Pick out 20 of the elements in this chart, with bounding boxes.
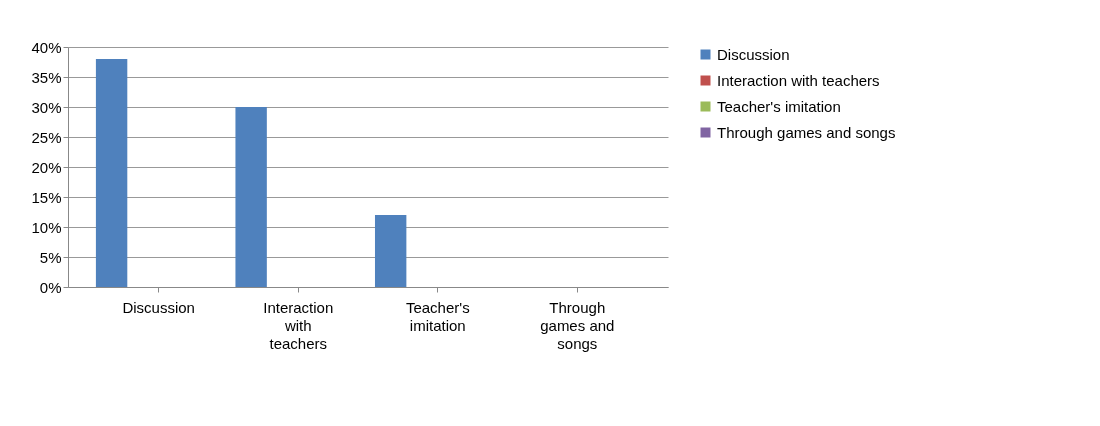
y-tick-label: 0%	[39, 278, 62, 296]
x-tick-label: Through games and songs	[540, 298, 615, 352]
legend-label: Discussion	[717, 45, 790, 63]
bar	[95, 59, 128, 287]
y-tick-label: 15%	[31, 188, 62, 206]
y-tick-label: 5%	[39, 248, 62, 266]
legend-label: Through games and songs	[717, 123, 896, 141]
y-tick-label: 35%	[31, 68, 62, 86]
y-tick-label: 10%	[31, 218, 62, 236]
x-tick-label: Teacher's imitation	[405, 298, 470, 334]
legend-label: Teacher's imitation	[717, 97, 841, 115]
y-tick-label: 30%	[31, 98, 62, 116]
y-tick-label: 40%	[31, 38, 62, 56]
y-tick-label: 20%	[31, 158, 62, 176]
bar	[235, 107, 267, 287]
y-tick-label: 25%	[31, 128, 62, 146]
bar	[374, 215, 407, 287]
x-tick-label: Discussion	[122, 298, 195, 316]
legend-label: Interaction with teachers	[717, 71, 880, 89]
x-tick-label: Interaction with teachers	[263, 298, 334, 352]
